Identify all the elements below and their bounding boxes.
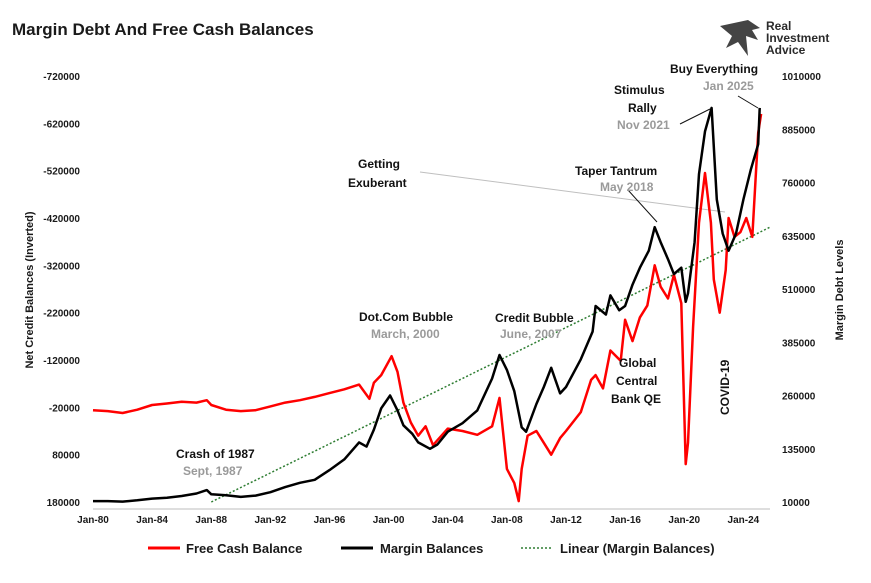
left-tick-label: -720000 xyxy=(43,72,80,83)
annotation-global: Global xyxy=(619,356,656,370)
margin-balances-line xyxy=(93,106,761,503)
annotation-central: Central xyxy=(616,374,657,388)
right-tick-label: 885000 xyxy=(782,125,816,136)
x-tick-label: Jan-12 xyxy=(550,515,582,526)
left-tick-label: 180000 xyxy=(47,498,81,509)
right-tick-label: 135000 xyxy=(782,445,816,456)
x-tick-label: Jan-80 xyxy=(77,515,109,526)
annotation-bank-qe: Bank QE xyxy=(611,392,661,406)
annotation-taper-date: May 2018 xyxy=(600,180,654,194)
left-tick-label: -320000 xyxy=(43,261,80,272)
annotation-crash-1987: Crash of 1987 xyxy=(176,447,255,461)
x-tick-label: Jan-84 xyxy=(136,515,168,526)
x-tick-label: Jan-88 xyxy=(195,515,227,526)
annotation-credit-date: June, 2007 xyxy=(500,327,562,341)
x-tick-label: Jan-16 xyxy=(609,515,641,526)
annotation-dotcom-date: March, 2000 xyxy=(371,327,440,341)
left-tick-label: -120000 xyxy=(43,356,80,367)
annotation-stimulus: Stimulus xyxy=(614,83,665,97)
right-tick-label: 510000 xyxy=(782,285,816,296)
left-tick-label: -20000 xyxy=(49,403,81,414)
taper-leader-line xyxy=(627,189,658,223)
right-tick-label: 10000 xyxy=(782,498,810,509)
exuberant-leader-line xyxy=(419,171,726,213)
annotation-dotcom: Dot.Com Bubble xyxy=(359,310,453,324)
right-axis-title: Margin Debt Levels xyxy=(834,240,846,341)
annotation-taper: Taper Tantrum xyxy=(575,164,657,178)
annotation-buy-date: Jan 2025 xyxy=(703,79,754,93)
annotation-covid: COVID-19 xyxy=(718,359,732,415)
left-tick-label: -220000 xyxy=(43,309,80,320)
x-tick-label: Jan-20 xyxy=(668,515,700,526)
annotation-rally: Rally xyxy=(628,101,657,115)
left-tick-label: -520000 xyxy=(43,167,80,178)
free-cash-balance-line xyxy=(92,113,763,503)
right-tick-label: 760000 xyxy=(782,179,816,190)
x-tick-label: Jan-08 xyxy=(491,515,523,526)
buy-leader-line xyxy=(737,95,759,109)
left-tick-label: 80000 xyxy=(52,451,80,462)
x-tick-label: Jan-24 xyxy=(728,515,760,526)
left-tick-label: -420000 xyxy=(43,214,80,225)
annotation-credit-bubble: Credit Bubble xyxy=(495,311,574,325)
brand-logo: Real Investment Advice xyxy=(718,18,858,58)
chart-title: Margin Debt And Free Cash Balances xyxy=(12,20,314,39)
annotation-buy-everything: Buy Everything xyxy=(670,62,758,76)
eagle-logo-icon xyxy=(720,20,760,56)
right-tick-label: 635000 xyxy=(782,232,816,243)
stimulus-leader-line xyxy=(679,108,711,125)
right-axis: 1010000 885000 760000 635000 510000 385000 260… xyxy=(782,72,821,509)
x-tick-label: Jan-92 xyxy=(255,515,287,526)
x-tick-label: Jan-96 xyxy=(314,515,346,526)
right-tick-label: 1010000 xyxy=(782,72,821,83)
x-tick-label: Jan-04 xyxy=(432,515,464,526)
legend: Free Cash Balance Margin Balances Linear… xyxy=(148,541,715,556)
legend-label-free-cash: Free Cash Balance xyxy=(186,541,302,556)
legend-label-margin: Margin Balances xyxy=(380,541,483,556)
x-axis: Jan-80 Jan-84 Jan-88 Jan-92 Jan-96 Jan-00 Jan-… xyxy=(77,515,760,526)
brand-line-3: Advice xyxy=(766,43,806,57)
left-tick-label: -620000 xyxy=(43,119,80,130)
annotation-stimulus-date: Nov 2021 xyxy=(617,118,670,132)
left-axis: -720000 -620000 -520000 -420000 -320000 -2200… xyxy=(43,72,80,509)
x-tick-label: Jan-00 xyxy=(373,515,405,526)
annotation-getting: Getting xyxy=(358,157,400,171)
left-axis-title: Net Credit Balances (Inverted) xyxy=(24,211,36,368)
brand-line-2: Investment xyxy=(766,31,830,45)
brand-line-1: Real xyxy=(766,19,792,33)
series-layer xyxy=(92,106,771,503)
annotation-crash-date: Sept, 1987 xyxy=(183,464,243,478)
legend-label-trend: Linear (Margin Balances) xyxy=(560,541,715,556)
right-tick-label: 260000 xyxy=(782,392,816,403)
right-tick-label: 385000 xyxy=(782,338,816,349)
annotation-exuberant: Exuberant xyxy=(348,176,407,190)
